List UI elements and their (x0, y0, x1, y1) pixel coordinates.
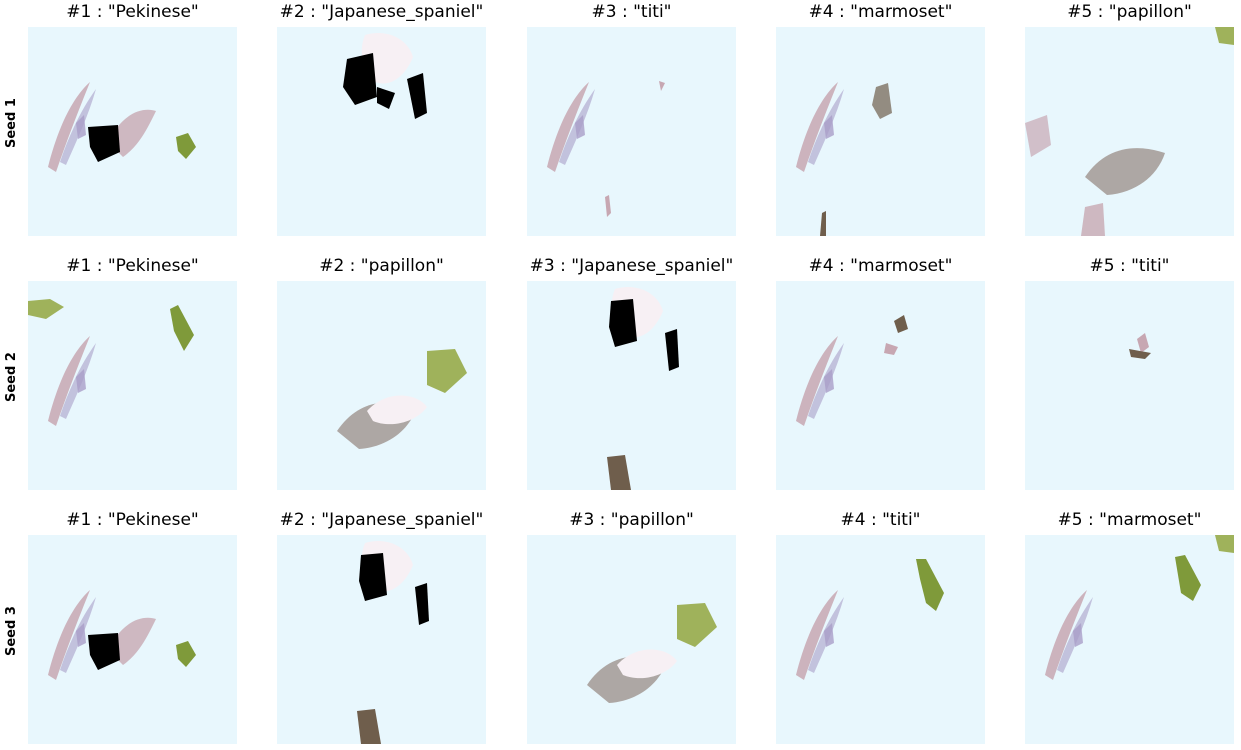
row-label-seed-1: Seed 1 (4, 98, 19, 148)
panel-canvas (776, 535, 985, 744)
panel-title: #2 : "papillon" (319, 256, 444, 276)
panel-title: #5 : "papillon" (1067, 2, 1192, 22)
panel-canvas (28, 535, 237, 744)
panel-title: #5 : "marmoset" (1057, 510, 1202, 530)
panel-title: #2 : "Japanese_spaniel" (279, 2, 484, 22)
row-label-seed-3: Seed 3 (4, 606, 19, 656)
panel-canvas (277, 535, 486, 744)
panel-canvas (527, 535, 736, 744)
panel-canvas (776, 27, 985, 236)
panel-canvas (28, 27, 237, 236)
panel-canvas (1025, 281, 1234, 490)
attribution-image (527, 27, 736, 236)
attribution-image (277, 281, 486, 490)
panel-canvas (28, 281, 237, 490)
attribution-image (776, 535, 985, 744)
panel-title: #5 : "titi" (1089, 256, 1170, 276)
panel-canvas (1025, 535, 1234, 744)
panel-canvas (277, 281, 486, 490)
attribution-image (1025, 27, 1234, 236)
panel-title: #3 : "papillon" (569, 510, 694, 530)
attribution-image (28, 27, 237, 236)
panel-title: #1 : "Pekinese" (66, 510, 199, 530)
attribution-image (776, 27, 985, 236)
panel-title: #3 : "Japanese_spaniel" (529, 256, 734, 276)
attribution-image (277, 535, 486, 744)
panel-title: #4 : "marmoset" (808, 2, 953, 22)
panel-title: #4 : "marmoset" (808, 256, 953, 276)
attribution-image (527, 281, 736, 490)
attribution-image (28, 281, 237, 490)
panel-canvas (527, 281, 736, 490)
panel-title: #3 : "titi" (591, 2, 672, 22)
panel-title: #1 : "Pekinese" (66, 256, 199, 276)
panel-canvas (277, 27, 486, 236)
panel-title: #2 : "Japanese_spaniel" (279, 510, 484, 530)
row-label-seed-2: Seed 2 (4, 352, 19, 402)
attribution-image (277, 27, 486, 236)
panel-canvas (776, 281, 985, 490)
attribution-image (1025, 535, 1234, 744)
attribution-image (1025, 281, 1234, 490)
attribution-image (28, 535, 237, 744)
panel-title: #4 : "titi" (840, 510, 921, 530)
panel-canvas (1025, 27, 1234, 236)
panel-title: #1 : "Pekinese" (66, 2, 199, 22)
panel-canvas (527, 27, 736, 236)
attribution-image (776, 281, 985, 490)
attribution-image (527, 535, 736, 744)
